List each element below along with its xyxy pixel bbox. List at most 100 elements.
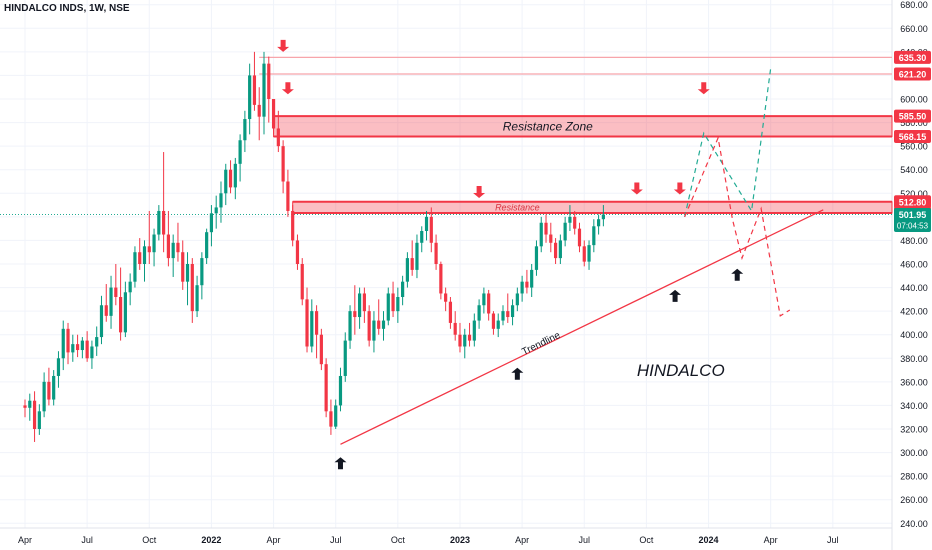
price-tick-label: 360.00 [900,377,928,387]
candle-body [286,181,290,211]
candle-body [147,246,151,253]
candle [56,351,61,388]
zone-label: Resistance Zone [503,119,593,133]
candle-body [381,320,386,329]
candle [573,210,577,235]
candle [319,328,323,371]
candle-body [568,216,572,223]
candle-body [420,231,424,243]
candle-body [47,381,51,400]
candle [286,169,290,217]
candle [601,205,605,227]
candle [372,311,376,353]
candle [61,320,65,371]
candle [491,311,496,335]
candle-body [358,293,362,318]
time-tick-label: Jul [330,535,342,545]
candle [28,393,32,421]
candle [228,160,233,194]
candle-body [262,63,266,117]
time-axis: Apr Jul Oct 2022 Apr Jul Oct 2023 Apr Jul Oct 2024 A… [18,535,839,545]
candle-body [276,128,280,147]
candle-body [329,411,333,427]
up-arrow-icon [511,367,524,380]
candle [37,404,41,435]
price-tick-label: 520.00 [900,189,928,199]
candle-body [391,293,395,312]
candle [238,134,242,182]
candle-body [185,264,190,282]
candle-body [424,216,429,231]
candle-body [487,293,491,314]
candle [171,234,175,277]
candle-body [142,246,147,264]
candle [482,287,486,314]
candle-body [563,222,567,241]
candle-body [534,246,539,270]
candle [181,240,185,290]
candle-body [501,311,505,321]
candle-body [582,246,586,262]
candle-body [434,242,438,264]
candle-body [114,287,118,297]
candle [487,289,491,321]
candle-body [52,375,56,400]
candle [205,228,209,264]
price-tick-label: 340.00 [900,401,928,411]
candle-body [119,297,123,333]
candle [291,205,295,247]
candle-body [71,344,75,353]
candle-body [56,358,61,376]
candle [367,305,371,347]
candle-body [372,320,376,341]
candle [448,297,453,329]
candle-body [37,411,41,429]
candle [267,56,271,123]
candle [152,228,156,267]
candle-body [467,334,472,341]
candle [391,281,395,318]
grid-lines [0,0,892,528]
candle-body [319,334,323,365]
price-axis: 240.00 260.00 280.00 300.00 320.00 340.00 360.… [900,0,928,529]
time-tick-label: 2022 [201,535,221,545]
time-tick-label: Oct [142,535,157,545]
price-label: 585.50 [899,112,927,122]
candle [338,367,343,412]
candle-body [133,252,137,282]
candle [558,234,562,264]
candle [66,322,70,365]
price-label: 621.20 [899,70,927,80]
candle-body [396,297,400,312]
candle-body [348,311,352,341]
time-tick-label: Jul [81,535,93,545]
candle-body [338,375,343,406]
chart-title: HINDALCO INDS, 1W, NSE [4,3,130,14]
price-tick-label: 560.00 [900,142,928,152]
price-tick-label: 280.00 [900,472,928,482]
candle [119,267,123,341]
resistance-band [292,201,893,214]
candle [195,275,199,318]
candle-body [99,305,104,338]
candle [520,275,524,302]
candle [568,205,572,231]
candle [243,110,247,153]
candle [80,337,84,359]
candle [381,311,386,341]
candle [458,322,462,353]
candle [257,87,261,141]
candle [162,152,166,253]
price-label-box [894,195,931,209]
candle-body [123,292,127,333]
candle [553,238,558,264]
candle-body [190,264,194,312]
candle-body [205,232,209,259]
down-arrow-icon [697,82,710,95]
candle [52,370,56,406]
up-arrow-icon [669,289,682,302]
candle-body [520,281,524,294]
candle-body [444,293,448,302]
candle [295,234,300,270]
